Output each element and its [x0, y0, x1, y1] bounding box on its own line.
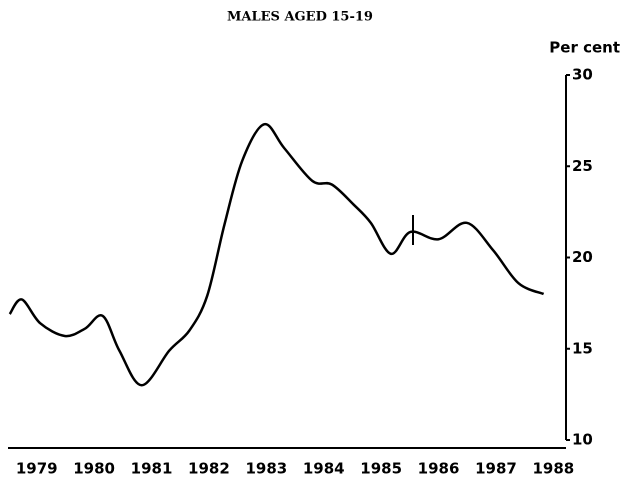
x-tick-label: 1981	[131, 460, 173, 478]
x-tick-label: 1986	[418, 460, 460, 478]
y-tick-label: 10	[572, 431, 593, 449]
y-tick-label: 30	[572, 66, 593, 84]
x-tick-label: 1983	[245, 460, 287, 478]
y-tick-label: 15	[572, 339, 593, 357]
x-tick-label: 1987	[475, 460, 517, 478]
data-line	[8, 123, 545, 387]
x-tick-label: 1979	[16, 460, 58, 478]
y-tick-label: 20	[572, 248, 593, 266]
x-tick-label: 1984	[303, 460, 345, 478]
y-axis-label: Per cent	[549, 39, 620, 57]
x-tick-label: 1985	[360, 460, 402, 478]
x-tick-label: 1980	[73, 460, 115, 478]
y-tick-label: 25	[572, 157, 593, 175]
chart-title: MALES AGED 15-19	[227, 10, 373, 25]
x-tick-label: 1982	[188, 460, 230, 478]
x-tick-label: 1988	[532, 460, 574, 478]
